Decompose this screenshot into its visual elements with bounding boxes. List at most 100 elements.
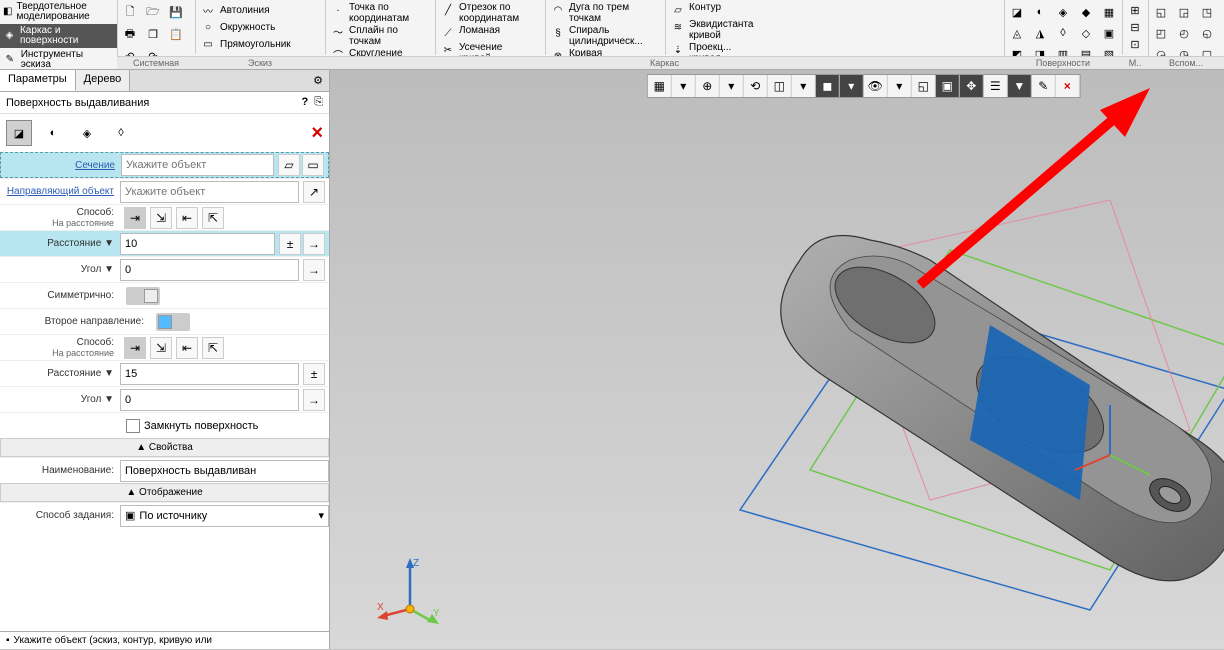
vp-cube-icon[interactable]: ◼ (816, 75, 840, 97)
tool-segment-coords[interactable]: ╱Отрезок покоординатам (440, 2, 541, 24)
surf-6-icon[interactable]: ◬ (1007, 23, 1027, 43)
surf-9-icon[interactable]: ◇ (1076, 23, 1096, 43)
method-to-icon[interactable]: ⇤ (176, 207, 198, 229)
mode-btn-3[interactable]: ◈ (74, 120, 100, 146)
symmetry-toggle[interactable] (126, 287, 160, 305)
direction2-toggle[interactable] (156, 313, 190, 331)
surf-revolve-icon[interactable]: ◐ (1030, 2, 1050, 22)
tool-autoline[interactable]: 〰 Автолиния (200, 2, 321, 18)
vp-dd2-icon[interactable]: ▾ (720, 75, 744, 97)
guide-link[interactable]: Направляющий объект (7, 186, 114, 197)
angle2-input[interactable] (120, 389, 299, 411)
vp-eye-icon[interactable]: 👁 (864, 75, 888, 97)
aux-1-icon[interactable]: ◱ (1151, 2, 1171, 22)
aux-2-icon[interactable]: ◲ (1174, 2, 1194, 22)
vp-dd1-icon[interactable]: ▾ (672, 75, 696, 97)
dir-arrow-icon[interactable]: → (303, 233, 325, 255)
mode-btn-4[interactable]: ◊ (108, 120, 134, 146)
tab-parameters[interactable]: Параметры (0, 70, 76, 91)
tool-rect[interactable]: ▭ Прямоугольник (200, 36, 321, 52)
close-operation-icon[interactable]: × (311, 122, 323, 145)
save-icon[interactable]: 💾 (166, 2, 186, 22)
vp-probe-icon[interactable]: ✎ (1032, 75, 1056, 97)
mode-sketch-tools[interactable]: ✎ Инструменты эскиза (0, 48, 117, 72)
distance-input[interactable] (120, 233, 275, 255)
surf-10-icon[interactable]: ▣ (1099, 23, 1119, 43)
pick-section-icon[interactable]: ▱ (278, 154, 300, 176)
panel-settings-icon[interactable]: ⚙ (307, 70, 329, 91)
tool-contour[interactable]: ▱Контур (670, 2, 771, 18)
display-method-select[interactable]: ▣ По источнику ▾ (120, 505, 329, 527)
new-file-icon[interactable]: 🗋 (120, 2, 140, 22)
surf-loft-icon[interactable]: ◆ (1076, 2, 1096, 22)
surf-7-icon[interactable]: ◮ (1030, 23, 1050, 43)
section-link[interactable]: Сечение (75, 160, 115, 171)
method-surf-icon[interactable]: ⇱ (202, 207, 224, 229)
vp-grid-icon[interactable]: ▦ (648, 75, 672, 97)
open-file-icon[interactable]: 🗁 (143, 2, 163, 22)
tool-point-coords[interactable]: ·Точка покоординатам (330, 2, 431, 24)
aux-5-icon[interactable]: ◴ (1174, 23, 1194, 43)
vp-dd5-icon[interactable]: ▾ (888, 75, 912, 97)
copy-icon[interactable]: ❐ (143, 24, 163, 44)
vp-close-icon[interactable]: × (1056, 75, 1080, 97)
pm-icon[interactable]: ± (279, 233, 301, 255)
tab-tree[interactable]: Дерево (76, 70, 131, 91)
vp-filter-icon[interactable]: ▼ (1008, 75, 1032, 97)
props-section-header[interactable]: ▲ Свойства (0, 438, 329, 457)
surf-8-icon[interactable]: ◊ (1053, 23, 1073, 43)
angle2-dir-icon[interactable]: → (303, 389, 325, 411)
pin-icon[interactable]: ⎘ (314, 96, 323, 109)
help-icon[interactable]: ? (301, 96, 308, 109)
system-group-label: Системная (117, 56, 195, 69)
method2-dist-icon[interactable]: ⇥ (124, 337, 146, 359)
method2-to-icon[interactable]: ⇤ (176, 337, 198, 359)
array-2-icon[interactable]: ⊟ (1125, 19, 1145, 35)
mode-btn-2[interactable]: ◐ (40, 120, 66, 146)
section-input[interactable] (121, 154, 274, 176)
surf-patch-icon[interactable]: ▦ (1099, 2, 1119, 22)
guide-input[interactable] (120, 181, 299, 203)
vp-dd4-icon[interactable]: ▾ (840, 75, 864, 97)
aux-3-icon[interactable]: ◳ (1197, 2, 1217, 22)
vp-xform-icon[interactable]: ✥ (960, 75, 984, 97)
vp-dd3-icon[interactable]: ▾ (792, 75, 816, 97)
mode-solid[interactable]: ◧ Твердотельное моделирование (0, 0, 117, 24)
vp-orbit-icon[interactable]: ⟲ (744, 75, 768, 97)
method2-surf-icon[interactable]: ⇱ (202, 337, 224, 359)
pm2-icon[interactable]: ± (303, 363, 325, 385)
surf-sweep-icon[interactable]: ◈ (1053, 2, 1073, 22)
close-surface-checkbox[interactable] (126, 419, 140, 433)
vp-zoom-icon[interactable]: ⊕ (696, 75, 720, 97)
vp-sel-icon[interactable]: ▣ (936, 75, 960, 97)
mode-btn-1[interactable]: ◪ (6, 120, 32, 146)
array-3-icon[interactable]: ⊡ (1125, 37, 1145, 53)
tool-helix[interactable]: §Спиральцилиндрическ... (550, 25, 661, 47)
mode-frame-surfaces[interactable]: ◈ Каркас и поверхности (0, 24, 117, 48)
tool-polyline[interactable]: ⟋Ломаная (440, 25, 541, 41)
aux-6-icon[interactable]: ◵ (1197, 23, 1217, 43)
tool-offset-curve[interactable]: ≋Эквидистантакривой (670, 19, 771, 41)
aux-4-icon[interactable]: ◰ (1151, 23, 1171, 43)
3d-viewport[interactable]: ▦ ▾ ⊕ ▾ ⟲ ◫ ▾ ◼ ▾ 👁 ▾ ◱ ▣ ✥ ☰ ▼ ✎ × (330, 70, 1224, 649)
pick-section-2-icon[interactable]: ▭ (302, 154, 324, 176)
name-input[interactable] (120, 460, 329, 482)
tool-arc-3pt[interactable]: ◠Дуга по тремточкам (550, 2, 661, 24)
vp-view-icon[interactable]: ◫ (768, 75, 792, 97)
angle-input[interactable] (120, 259, 299, 281)
method-through-icon[interactable]: ⇲ (150, 207, 172, 229)
vp-layers-icon[interactable]: ☰ (984, 75, 1008, 97)
print-icon[interactable]: 🖶 (120, 24, 140, 44)
tool-circle[interactable]: ○ Окружность (200, 19, 321, 35)
paste-icon[interactable]: 📋 (166, 24, 186, 44)
array-1-icon[interactable]: ⊞ (1125, 2, 1145, 18)
tool-spline-points[interactable]: 〜Сплайн поточкам (330, 25, 431, 47)
pick-guide-icon[interactable]: ↗ (303, 181, 325, 203)
method-dist-icon[interactable]: ⇥ (124, 207, 146, 229)
display-section-header[interactable]: ▲ Отображение (0, 483, 329, 502)
distance2-input[interactable] (120, 363, 299, 385)
method2-through-icon[interactable]: ⇲ (150, 337, 172, 359)
surf-extrude-icon[interactable]: ◪ (1007, 2, 1027, 22)
angle-dir-icon[interactable]: → (303, 259, 325, 281)
vp-persp-icon[interactable]: ◱ (912, 75, 936, 97)
